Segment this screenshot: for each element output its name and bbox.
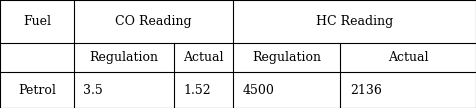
Text: Actual: Actual bbox=[388, 51, 428, 64]
Text: 2136: 2136 bbox=[350, 84, 382, 97]
Text: CO Reading: CO Reading bbox=[115, 15, 192, 28]
Text: Regulation: Regulation bbox=[89, 51, 158, 64]
Text: 4500: 4500 bbox=[243, 84, 275, 97]
Text: Petrol: Petrol bbox=[18, 84, 56, 97]
Text: HC Reading: HC Reading bbox=[316, 15, 393, 28]
Text: Fuel: Fuel bbox=[23, 15, 51, 28]
Text: Actual: Actual bbox=[183, 51, 224, 64]
Text: Regulation: Regulation bbox=[252, 51, 321, 64]
Text: 3.5: 3.5 bbox=[83, 84, 103, 97]
Text: 1.52: 1.52 bbox=[183, 84, 211, 97]
